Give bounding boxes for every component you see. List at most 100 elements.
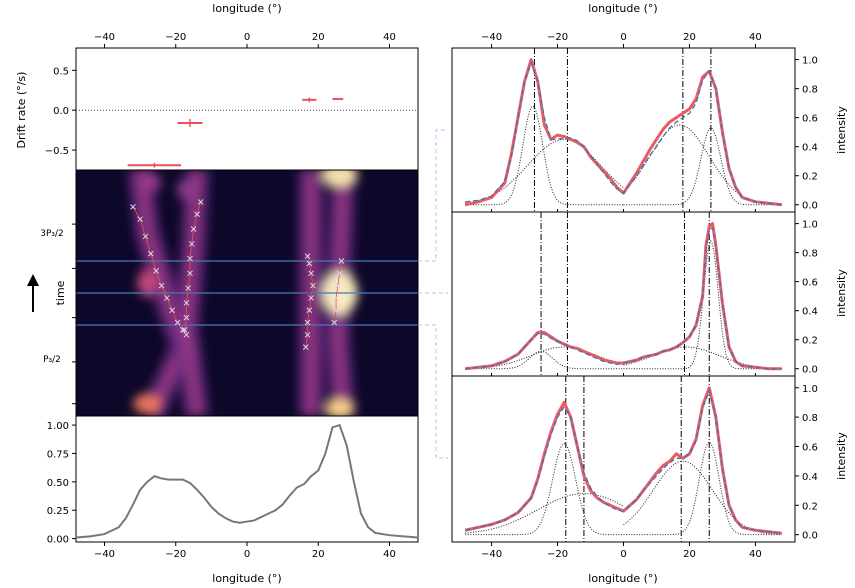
drift-track — [302, 253, 316, 350]
profile-ytick-label: 1.0 — [802, 384, 818, 395]
drift-track-mark — [306, 260, 313, 267]
intensity-label-1: intensity — [835, 106, 848, 154]
average-profile-line — [75, 423, 419, 539]
drift-track — [331, 258, 345, 326]
heatmap-hotspot — [140, 172, 161, 193]
gaussian-component — [623, 441, 782, 536]
gaussian-component — [465, 138, 624, 204]
drift-track-mark — [302, 344, 309, 350]
drift-track-mark — [308, 270, 314, 277]
avg-xtick-label: −40 — [94, 549, 115, 560]
profile-ytick-label: 0.6 — [802, 278, 818, 289]
profile-fit-line — [465, 60, 782, 206]
avg-ytick-label: 0.25 — [47, 506, 69, 517]
drift-track — [181, 199, 204, 333]
profile_1-frame — [451, 47, 796, 213]
avg-ytick-label: 1.00 — [47, 421, 69, 432]
drift-track-mark — [306, 307, 313, 314]
gaussian-component — [465, 493, 624, 534]
drift-track-mark — [153, 268, 160, 274]
drift-track-line — [333, 260, 342, 323]
avg-ytick-label: 0.75 — [47, 449, 69, 460]
gaussian-component — [465, 350, 624, 370]
drift-track-mark — [142, 233, 149, 240]
heatmap-hotspot — [137, 269, 158, 298]
drift-track-mark — [187, 270, 193, 277]
gaussian-component — [623, 460, 782, 535]
drift-track-mark — [183, 314, 190, 321]
drift-rate-ylabel: Drift rate (°/s) — [15, 72, 28, 149]
panel-connector — [418, 129, 448, 262]
profile-top-xtick-label: 40 — [749, 32, 762, 43]
drift-ytick-label: −0.5 — [45, 146, 69, 157]
intensity-label-3: intensity — [835, 432, 848, 480]
drift-track-mark — [334, 282, 341, 289]
profile_1-panel: 0.0 0.2 0.4 0.6 0.8 1.0 −40 −20 0 20 40 — [451, 32, 818, 213]
average-profile-panel: 0.00 0.25 0.50 0.75 1.00 −40 −20 0 20 40 — [47, 415, 419, 560]
drift-track-mark — [333, 295, 339, 301]
p3-label-bottom: P₃/2 — [43, 355, 61, 365]
drift-point — [302, 97, 317, 103]
drift-track-mark — [310, 282, 316, 289]
avg-xtick-label: −20 — [165, 549, 186, 560]
avg-xtick-label: 40 — [383, 549, 396, 560]
profile-top-xtick-label: −20 — [547, 32, 568, 43]
drift-track-mark — [197, 199, 204, 205]
gaussian-component — [465, 105, 624, 206]
profile-top-xtick-label: 20 — [683, 32, 696, 43]
drift-track-mark — [183, 331, 190, 338]
drift-track-mark — [183, 299, 190, 306]
left-bottom-xlabel: longitude (°) — [212, 572, 281, 585]
profile-ytick-label: 0.2 — [802, 172, 818, 183]
heatmap-hotspot — [176, 179, 197, 200]
intensity-label-2: intensity — [835, 269, 848, 317]
avg-ytick-label: 0.50 — [47, 478, 69, 489]
drift-ytick-label: 0.0 — [53, 106, 69, 117]
profile-ytick-label: 0.4 — [802, 143, 818, 154]
profile-top-xtick-label: 0 — [620, 32, 626, 43]
profile-ytick-label: 0.0 — [802, 531, 818, 542]
time-label: time — [54, 280, 67, 305]
profile-ytick-label: 0.0 — [802, 365, 818, 376]
drift-ytick-label: 0.5 — [53, 66, 69, 77]
drift-track-mark — [336, 270, 343, 277]
drift-track-mark — [194, 211, 200, 218]
gaussian-component — [623, 124, 782, 206]
profile-xtick-label: 20 — [683, 549, 696, 560]
drift-rate-frame — [75, 47, 419, 171]
drift-track-mark — [333, 307, 339, 314]
profile-ytick-label: 0.8 — [802, 413, 818, 424]
profile-ytick-label: 0.6 — [802, 443, 818, 454]
heatmap-panel — [72, 169, 419, 417]
drift-track-mark — [158, 282, 165, 289]
drift-track — [130, 204, 190, 338]
profile-data-line — [465, 222, 782, 371]
drift-track-mark — [185, 285, 192, 291]
profile-xtick-label: −20 — [547, 549, 568, 560]
drift-track-mark — [174, 319, 181, 326]
drift-track-mark — [308, 295, 314, 301]
drift-track-mark — [304, 331, 311, 338]
drift-track-mark — [181, 327, 188, 333]
profile-xtick-label: 40 — [749, 549, 762, 560]
profile-top-xtick-label: −40 — [481, 32, 502, 43]
profile-fit-line — [465, 226, 782, 370]
profile-ytick-label: 1.0 — [802, 220, 818, 231]
drift-track-mark — [190, 226, 197, 232]
drift-track-mark — [137, 216, 143, 223]
drift-rate-panel: 0.5 0.0 −0.5 −40 −20 0 20 40 — [45, 32, 419, 171]
heatmap-band-core — [134, 170, 190, 416]
profile-ytick-label: 0.8 — [802, 249, 818, 260]
profile-fit-line — [465, 388, 782, 534]
drift-track-mark — [188, 240, 195, 247]
drift-top-xtick-label: 40 — [383, 32, 396, 43]
profile_2-panel: 0.0 0.2 0.4 0.6 0.8 1.0 — [451, 211, 818, 377]
profile-xtick-label: −40 — [481, 549, 502, 560]
profile-ytick-label: 0.6 — [802, 114, 818, 125]
time-arrow-icon — [27, 274, 39, 312]
drift-top-xtick-label: −40 — [94, 32, 115, 43]
profile-ytick-label: 0.0 — [802, 201, 818, 212]
profile-ytick-label: 0.4 — [802, 472, 818, 483]
profile_3-frame — [451, 375, 796, 543]
